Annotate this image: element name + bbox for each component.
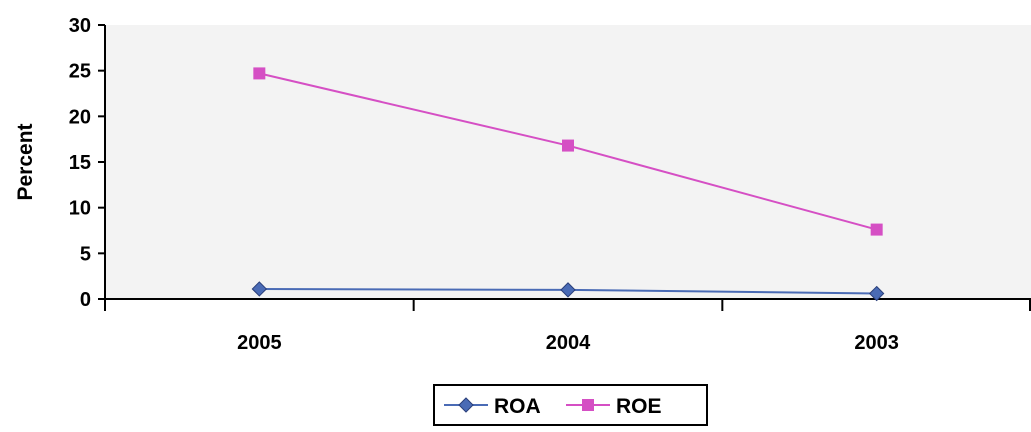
legend-marker-roa — [458, 397, 474, 413]
data-point-roe — [253, 67, 266, 80]
y-tick-label: 10 — [69, 198, 91, 220]
data-point-roa — [251, 281, 268, 297]
data-point-roe — [870, 223, 883, 236]
legend-label-roe: ROE — [616, 395, 662, 418]
y-tick-label: 20 — [69, 106, 91, 128]
x-tick-label: 2004 — [546, 332, 591, 354]
x-tick-label: 2005 — [237, 332, 282, 354]
data-point-roe — [562, 139, 574, 152]
y-tick-label: 25 — [69, 61, 91, 83]
y-tick-label: 30 — [69, 15, 91, 37]
x-tick-label: 2003 — [854, 332, 899, 354]
y-tick-label: 5 — [80, 243, 91, 265]
y-tick-label: 15 — [69, 152, 91, 174]
data-point-roa — [560, 282, 576, 298]
y-tick-label: 0 — [80, 289, 91, 311]
y-axis-title: Percent — [14, 123, 37, 200]
data-point-roa — [868, 285, 885, 302]
legend-marker-roe — [582, 399, 594, 411]
legend-label-roa: ROA — [494, 395, 541, 418]
plot-area — [105, 25, 1031, 299]
